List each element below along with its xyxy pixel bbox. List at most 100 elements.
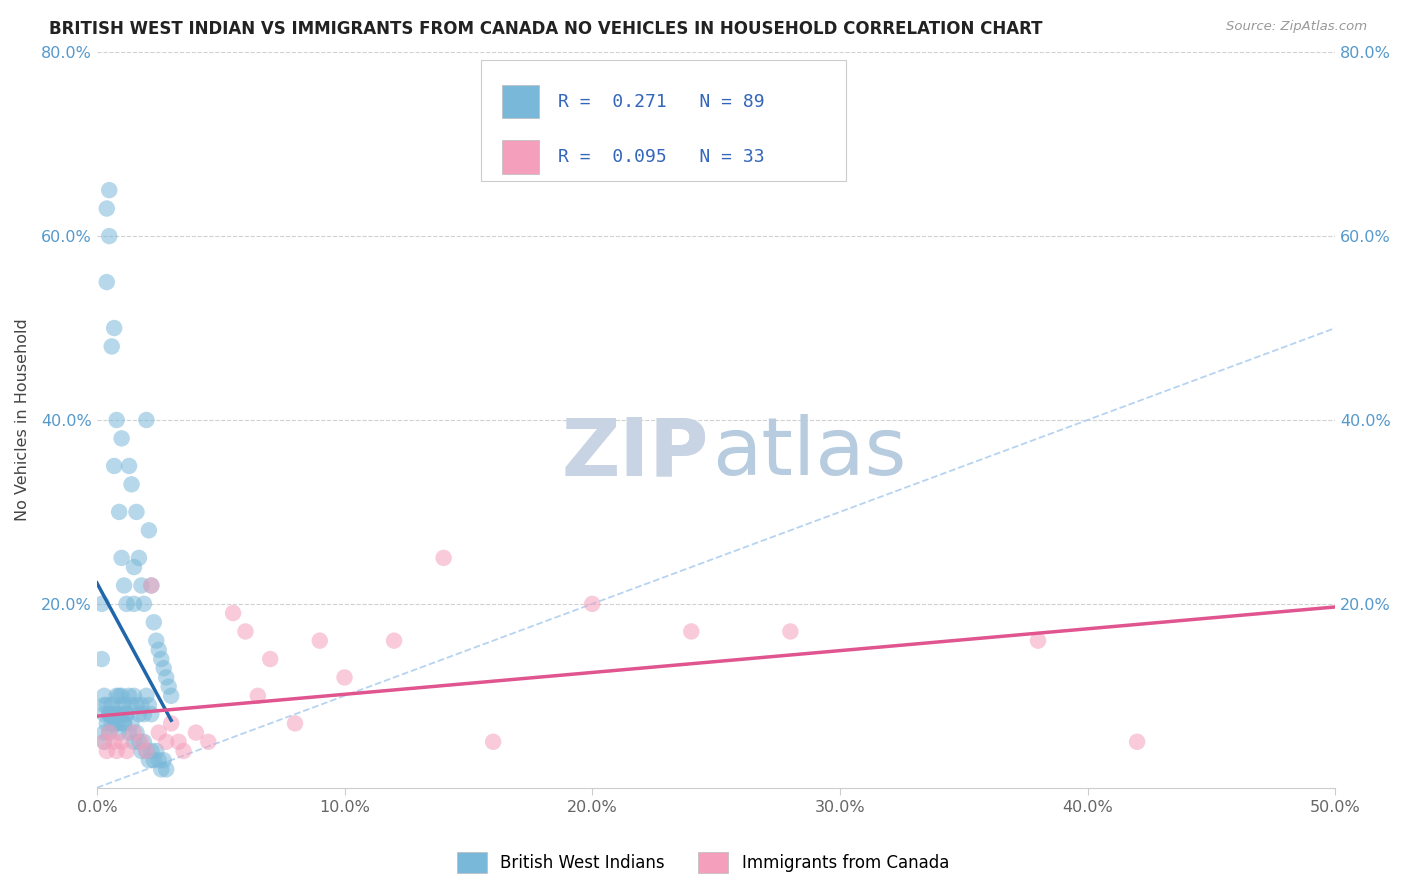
Point — [150, 763, 173, 777]
Y-axis label: No Vehicles in Household: No Vehicles in Household — [15, 318, 30, 521]
Point — [135, 744, 157, 758]
Point — [148, 753, 170, 767]
Point — [135, 744, 157, 758]
Point — [93, 725, 115, 739]
Point — [115, 597, 138, 611]
Point — [141, 578, 163, 592]
Point — [108, 505, 131, 519]
Text: R =  0.095   N = 33: R = 0.095 N = 33 — [558, 148, 765, 166]
Point — [112, 716, 135, 731]
Point — [122, 735, 145, 749]
Point — [98, 725, 121, 739]
Point — [115, 707, 138, 722]
Point — [103, 458, 125, 473]
Point — [155, 763, 177, 777]
Point — [103, 716, 125, 731]
Point — [100, 707, 122, 722]
Point — [93, 735, 115, 749]
Point — [98, 707, 121, 722]
Point — [90, 652, 112, 666]
Point — [155, 735, 177, 749]
Point — [132, 735, 155, 749]
Point — [128, 707, 150, 722]
Point — [148, 643, 170, 657]
Point — [90, 597, 112, 611]
Point — [1126, 735, 1149, 749]
Text: atlas: atlas — [713, 414, 907, 492]
Point — [259, 652, 281, 666]
Point — [173, 744, 195, 758]
Point — [100, 339, 122, 353]
Point — [138, 698, 160, 712]
Point — [308, 633, 330, 648]
Point — [96, 716, 118, 731]
Text: R =  0.271   N = 89: R = 0.271 N = 89 — [558, 93, 765, 111]
Point — [121, 716, 143, 731]
Point — [128, 735, 150, 749]
Point — [125, 505, 148, 519]
Point — [118, 458, 141, 473]
Point — [103, 735, 125, 749]
Point — [98, 707, 121, 722]
Point — [122, 725, 145, 739]
Point — [108, 707, 131, 722]
Point — [105, 716, 128, 731]
Point — [581, 597, 603, 611]
Point — [152, 661, 174, 675]
Point — [96, 698, 118, 712]
Point — [135, 689, 157, 703]
Text: ZIP: ZIP — [561, 414, 709, 492]
Point — [115, 744, 138, 758]
Point — [148, 725, 170, 739]
Point — [93, 735, 115, 749]
Point — [333, 670, 356, 684]
Legend: British West Indians, Immigrants from Canada: British West Indians, Immigrants from Ca… — [450, 846, 956, 880]
FancyBboxPatch shape — [502, 140, 538, 174]
Point — [150, 652, 173, 666]
Point — [284, 716, 307, 731]
Point — [152, 753, 174, 767]
Point — [112, 716, 135, 731]
Point — [167, 735, 190, 749]
Point — [108, 725, 131, 739]
Point — [98, 183, 121, 197]
Point — [93, 689, 115, 703]
Point — [131, 744, 153, 758]
Point — [135, 413, 157, 427]
Point — [382, 633, 405, 648]
FancyBboxPatch shape — [502, 86, 538, 119]
Point — [131, 578, 153, 592]
Point — [141, 707, 163, 722]
Point — [246, 689, 269, 703]
Point — [110, 707, 132, 722]
Point — [110, 550, 132, 565]
Point — [122, 560, 145, 574]
Point — [100, 716, 122, 731]
Point — [681, 624, 703, 639]
Point — [110, 431, 132, 445]
Point — [96, 744, 118, 758]
Point — [145, 633, 167, 648]
Point — [235, 624, 257, 639]
Point — [110, 735, 132, 749]
Point — [141, 578, 163, 592]
Point — [160, 716, 183, 731]
Point — [433, 550, 456, 565]
Point — [118, 725, 141, 739]
Point — [108, 689, 131, 703]
Point — [779, 624, 801, 639]
Point — [118, 689, 141, 703]
Point — [110, 689, 132, 703]
Point — [105, 716, 128, 731]
Point — [197, 735, 219, 749]
Point — [1026, 633, 1049, 648]
Point — [96, 202, 118, 216]
Point — [128, 550, 150, 565]
Point — [184, 725, 207, 739]
Text: BRITISH WEST INDIAN VS IMMIGRANTS FROM CANADA NO VEHICLES IN HOUSEHOLD CORRELATI: BRITISH WEST INDIAN VS IMMIGRANTS FROM C… — [49, 20, 1043, 37]
Point — [142, 615, 165, 630]
Point — [115, 707, 138, 722]
Point — [160, 689, 183, 703]
Point — [105, 689, 128, 703]
Point — [138, 753, 160, 767]
